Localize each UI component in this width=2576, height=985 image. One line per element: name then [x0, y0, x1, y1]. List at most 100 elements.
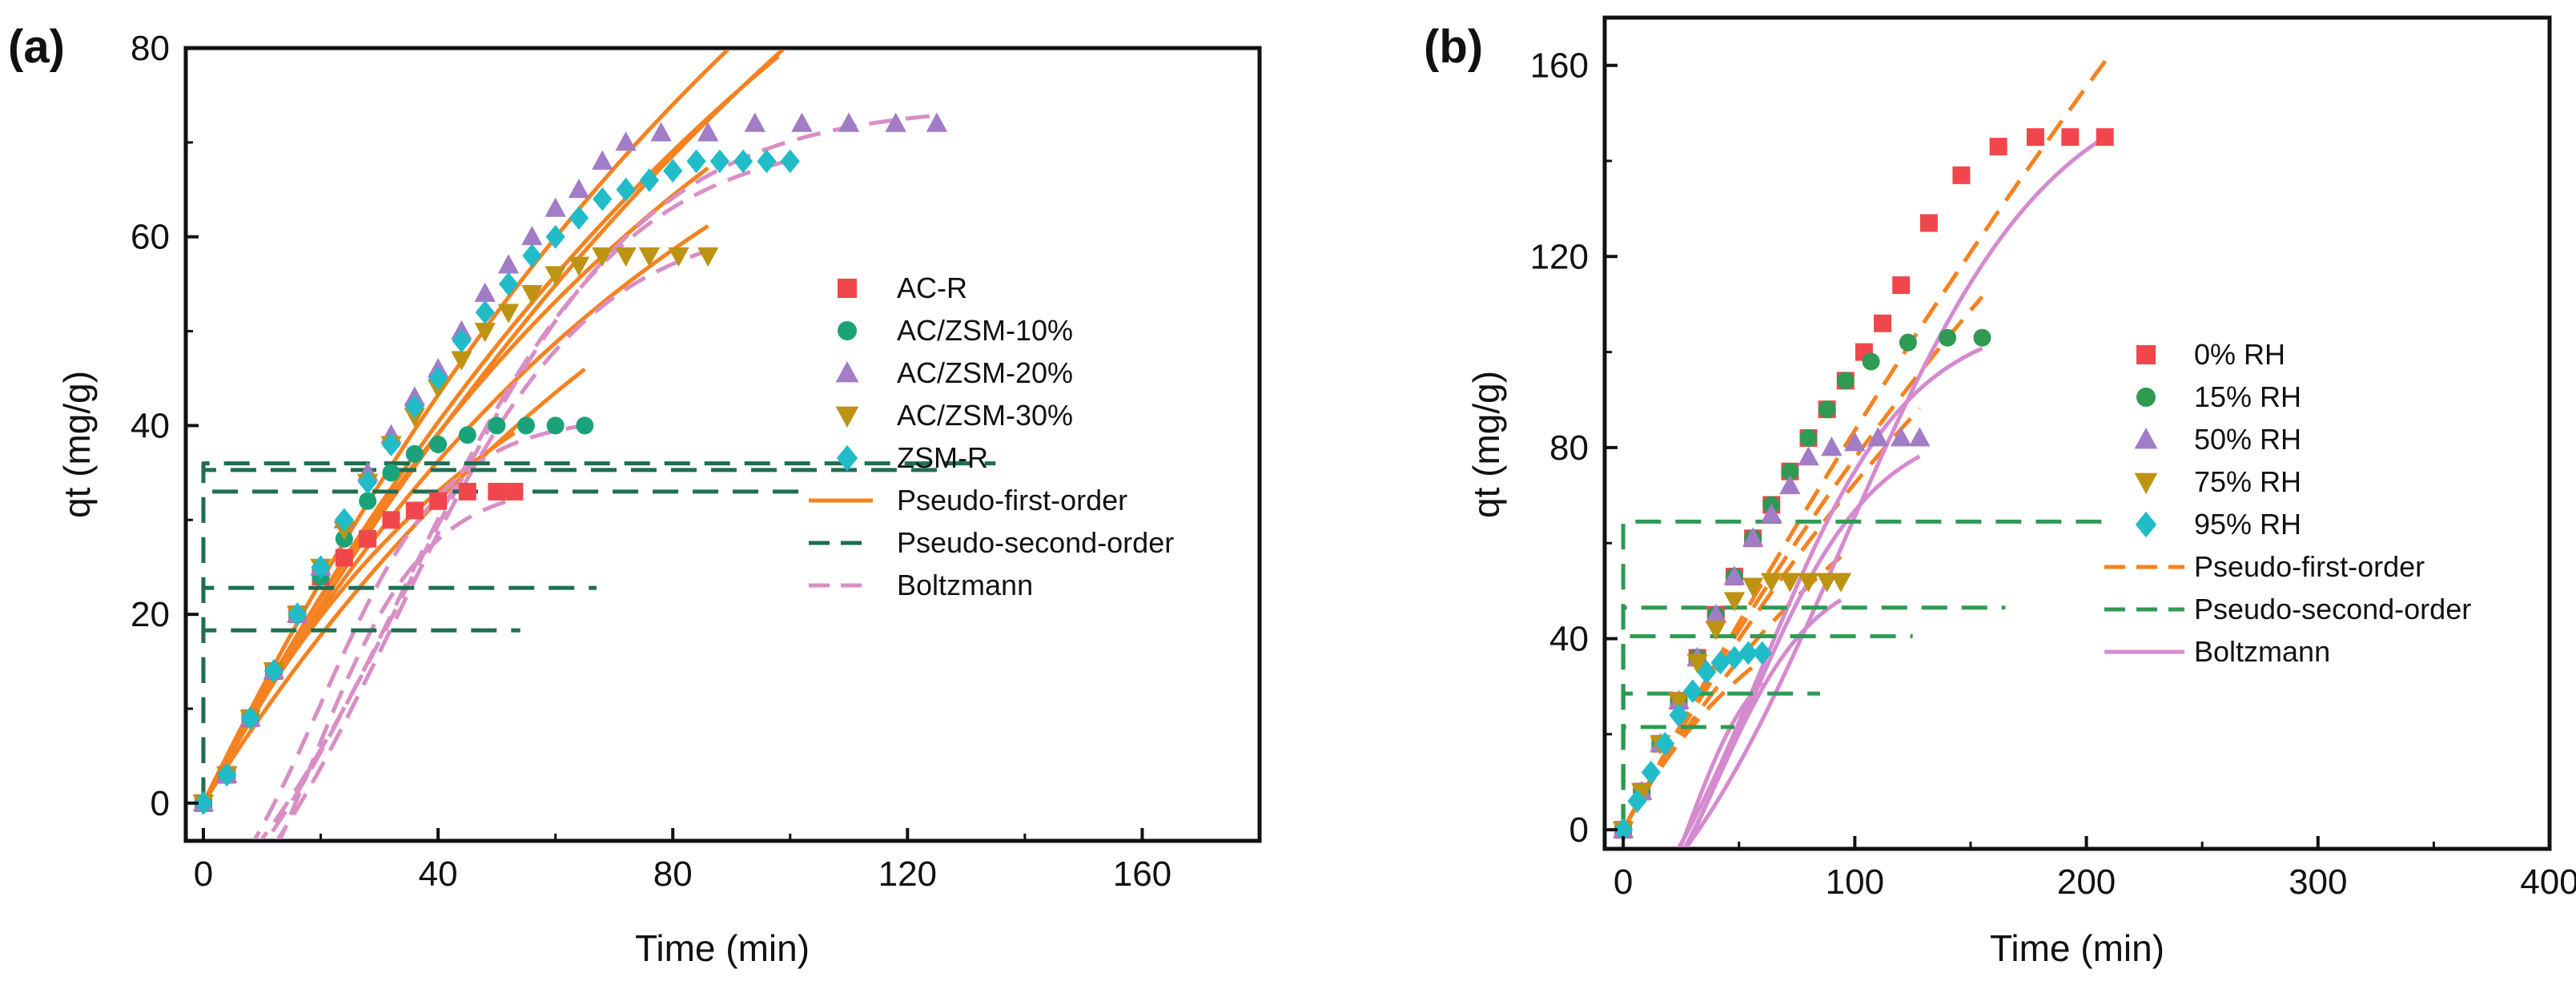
data-point-triangle-up	[744, 112, 766, 132]
data-point-triangle-down	[697, 247, 719, 267]
data-point-circle	[546, 416, 565, 435]
data-point-circle	[429, 436, 448, 453]
legend-marker-square	[838, 279, 857, 298]
data-point-circle	[382, 464, 400, 482]
fit-curve-step	[1621, 519, 2110, 830]
data-point-triangle-down	[638, 247, 661, 267]
data-point-square	[359, 529, 377, 548]
legend-marker-diamond	[836, 444, 858, 472]
data-point-circle	[1799, 428, 1818, 447]
data-point-triangle-up	[926, 112, 948, 132]
y-tick-label: 20	[131, 595, 170, 634]
legend-label: Boltzmann	[897, 569, 1033, 601]
fit-curve-boltz	[1678, 681, 1764, 847]
data-point-diamond	[1710, 650, 1730, 675]
data-point-diamond	[428, 366, 448, 391]
data-point-triangle-down	[1742, 577, 1764, 597]
data-point-diamond	[334, 508, 354, 533]
fit-curve-boltz	[1684, 598, 1843, 847]
data-point-diamond	[1697, 660, 1717, 685]
data-point-triangle-down	[1761, 573, 1782, 593]
data-point-diamond	[709, 149, 729, 174]
legend-label: Pseudo-second-order	[897, 526, 1174, 559]
data-point-circle	[1973, 328, 1991, 347]
data-point-diamond	[381, 432, 401, 456]
data-point-circle	[1818, 400, 1836, 419]
data-point-circle	[1939, 328, 1957, 347]
data-point-diamond	[452, 328, 472, 353]
data-point-square	[1874, 314, 1892, 332]
legend-label: 50% RH	[2194, 423, 2301, 456]
fit-curve-boltz	[264, 158, 791, 839]
panel-a-x-ticks: 0 40 80 120 160	[194, 828, 1171, 894]
data-point-diamond	[1738, 641, 1758, 665]
data-point-triangle-down	[592, 247, 613, 267]
data-point-diamond	[404, 395, 424, 419]
legend-marker-diamond	[2135, 511, 2157, 538]
panel-a-fit-curves	[201, 50, 996, 839]
data-point-diamond	[639, 168, 660, 192]
legend-label: Pseudo-first-order	[2194, 550, 2425, 583]
data-point-square	[458, 482, 476, 501]
data-point-diamond	[475, 300, 495, 324]
data-point-circle	[517, 416, 536, 435]
x-tick-label: 300	[2289, 862, 2347, 902]
data-point-diamond	[616, 177, 636, 202]
legend-marker-triangle-up	[835, 361, 859, 383]
data-point-diamond	[569, 206, 589, 230]
data-point-square	[2026, 128, 2044, 147]
data-point-diamond	[593, 187, 613, 211]
fit-curve-boltz	[252, 424, 585, 839]
legend-label: Pseudo-second-order	[2194, 593, 2471, 625]
data-point-square	[488, 482, 506, 501]
y-tick-label: 160	[1530, 46, 1589, 86]
panel-b-y-axis-title: qt (mg/g)	[1465, 371, 1507, 518]
data-point-triangle-down	[474, 323, 496, 343]
x-tick-label: 200	[2057, 862, 2116, 902]
x-tick-label: 100	[1826, 862, 1884, 902]
legend-label: 95% RH	[2194, 508, 2301, 541]
legend-marker-square	[2136, 345, 2156, 364]
data-point-square	[382, 511, 400, 529]
legend-label: AC-R	[897, 271, 967, 304]
data-point-triangle-up	[1761, 503, 1782, 523]
y-tick-label: 0	[1569, 810, 1589, 850]
data-point-triangle-up	[838, 112, 860, 132]
data-point-triangle-down	[1816, 573, 1838, 593]
y-tick-label: 40	[1549, 620, 1589, 659]
fit-curve-boltz	[278, 497, 516, 839]
legend-label: AC/ZSM-20%	[897, 356, 1073, 389]
data-point-diamond	[1669, 703, 1689, 727]
data-point-diamond	[663, 159, 683, 183]
data-point-diamond	[780, 149, 800, 174]
data-point-diamond	[1614, 818, 1634, 842]
data-point-triangle-up	[592, 150, 613, 170]
data-point-triangle-down	[1668, 692, 1690, 712]
data-point-diamond	[358, 470, 378, 494]
data-point-circle	[1781, 462, 1799, 480]
legend-marker-triangle-down	[835, 406, 859, 428]
legend-label: AC/ZSM-10%	[897, 314, 1073, 347]
y-tick-label: 40	[131, 406, 170, 445]
data-point-triangle-up	[1821, 436, 1843, 456]
legend-label: AC/ZSM-30%	[897, 399, 1073, 432]
data-point-triangle-up	[1779, 474, 1801, 495]
fit-curve-boltz	[259, 113, 938, 839]
data-point-triangle-up	[1867, 427, 1889, 447]
data-point-square	[2061, 128, 2080, 147]
data-point-triangle-up	[1723, 565, 1746, 585]
data-point-diamond	[240, 706, 260, 730]
y-tick-label: 0	[151, 784, 170, 823]
data-point-circle	[576, 416, 594, 435]
x-tick-label: 160	[1113, 854, 1171, 894]
data-point-triangle-down	[615, 247, 637, 267]
panel-a-plot-area	[192, 50, 996, 839]
legend-marker-circle	[2136, 388, 2156, 407]
data-point-triangle-down	[521, 284, 543, 305]
legend-label: 15% RH	[2194, 380, 2301, 413]
y-tick-label: 80	[131, 29, 170, 68]
fit-curve-pfo	[1621, 407, 1922, 831]
panel-b-x-ticks: 0 100 200 300 400	[1614, 836, 2576, 902]
data-point-triangle-down	[668, 247, 689, 267]
